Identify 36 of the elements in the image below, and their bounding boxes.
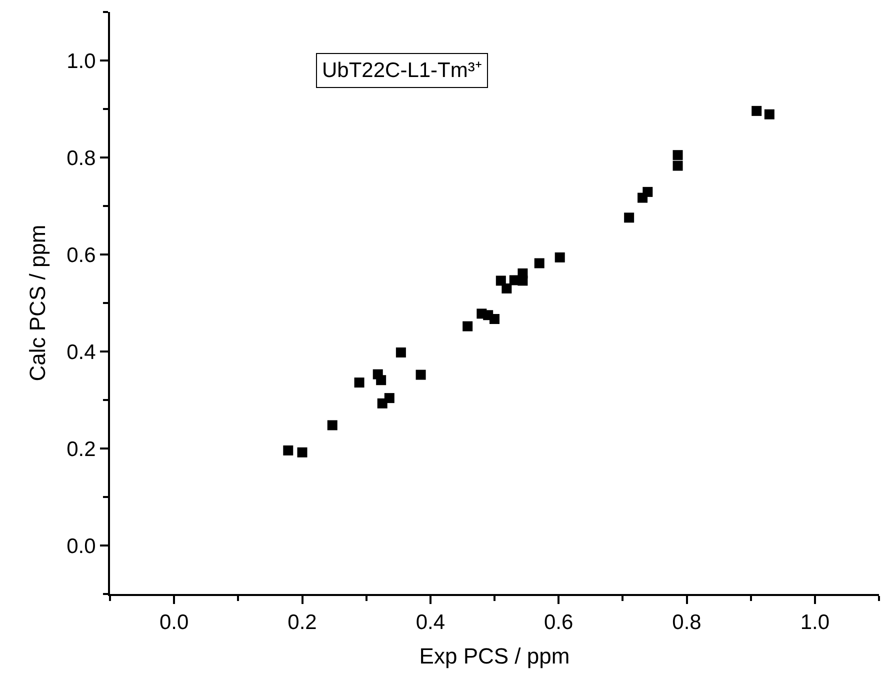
- point: [554, 252, 565, 262]
- x-tick-label: 0.6: [544, 611, 574, 634]
- point: [462, 321, 473, 332]
- x-tick-label: 0.4: [416, 611, 446, 634]
- point: [354, 378, 364, 388]
- point: [624, 212, 634, 223]
- point: [764, 109, 774, 120]
- y-axis-title: Calc PCS / ppm: [24, 224, 50, 382]
- point: [384, 393, 394, 404]
- point: [376, 375, 386, 386]
- point: [518, 276, 528, 286]
- x-tick-label: 0.2: [288, 611, 317, 634]
- point: [642, 186, 653, 197]
- point: [490, 314, 500, 324]
- x-axis-title: Exp PCS / ppm: [419, 644, 570, 669]
- point: [502, 283, 512, 294]
- x-tick-label: 0.0: [159, 611, 189, 634]
- x-tick-label: 0.8: [672, 611, 702, 634]
- point: [297, 447, 308, 458]
- point: [496, 276, 506, 286]
- y-tick-label: 1.0: [66, 50, 96, 73]
- y-tick-label: 0.8: [66, 146, 96, 170]
- point: [416, 370, 426, 380]
- y-tick-label: 0.0: [66, 534, 96, 558]
- y-tick-label: 0.6: [66, 244, 96, 267]
- point: [672, 160, 683, 171]
- y-tick-label: 0.2: [66, 438, 96, 461]
- point: [283, 445, 294, 456]
- x-tick-label: 1.0: [800, 611, 830, 634]
- annotation: UbT22C-L1-Tm³⁺: [322, 59, 482, 82]
- point: [672, 150, 683, 160]
- point: [752, 106, 762, 116]
- y-tick-label: 0.4: [66, 340, 96, 364]
- point: [396, 347, 406, 358]
- point: [534, 258, 544, 268]
- point: [327, 420, 338, 430]
